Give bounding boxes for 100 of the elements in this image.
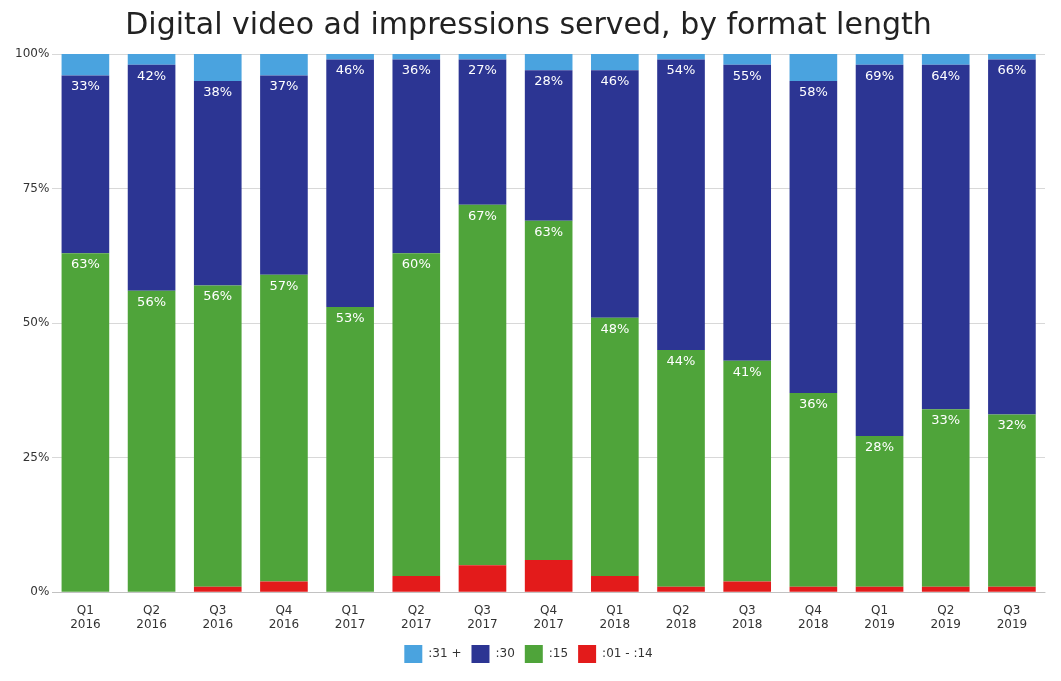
x-tick-label: Q2 2018: [665, 602, 697, 631]
bar: [789, 54, 838, 81]
data-label: 64%: [931, 67, 961, 83]
x-tick-label: Q4 2017: [533, 602, 564, 631]
data-label: 33%: [931, 412, 961, 428]
bar: [392, 576, 441, 592]
bar: [458, 565, 507, 592]
data-label: 48%: [600, 320, 630, 336]
x-tick-label: Q2 2019: [930, 602, 961, 631]
bar: [524, 70, 573, 221]
bar: [988, 586, 1036, 592]
bar: [127, 64, 176, 291]
bar: [591, 54, 639, 71]
bar: [458, 54, 507, 60]
data-label: 56%: [137, 293, 167, 309]
y-tick-label: 25%: [22, 449, 50, 464]
bar: [855, 54, 904, 65]
x-tick-label: Q3 2019: [996, 602, 1028, 631]
bar: [193, 285, 242, 587]
data-label: 55%: [732, 67, 762, 83]
x-tick-label: Q3 2017: [467, 602, 498, 631]
y-tick-label: 100%: [14, 46, 50, 61]
chart-title: Digital video ad impressions served, by format length: [125, 5, 932, 41]
bar: [260, 75, 308, 275]
bar: [193, 80, 242, 286]
data-label: 66%: [997, 62, 1027, 78]
bar: [392, 59, 441, 254]
bar: [524, 559, 573, 592]
bar: [789, 586, 838, 592]
legend-label: :30: [495, 646, 515, 661]
data-label: 38%: [203, 83, 233, 99]
y-tick-label: 75%: [22, 180, 50, 195]
bar: [988, 59, 1036, 415]
x-tick-label: Q4 2018: [798, 602, 829, 631]
bar: [260, 54, 308, 76]
data-label: 46%: [335, 62, 365, 78]
bar: [127, 290, 176, 592]
bar: [921, 64, 970, 410]
bar: [789, 80, 838, 394]
bar: [988, 414, 1036, 587]
bar: [988, 54, 1036, 60]
data-label: 63%: [534, 223, 564, 239]
bar: [591, 317, 639, 577]
bar: [591, 576, 639, 592]
legend-label: :31 +: [428, 646, 462, 661]
x-tick-label: Q2 2016: [136, 602, 167, 631]
bar: [723, 581, 772, 592]
bar: [524, 54, 573, 71]
bar: [921, 409, 970, 587]
bar: [326, 59, 374, 307]
data-label: 37%: [269, 78, 299, 94]
x-tick-label: Q4 2016: [268, 602, 300, 631]
bar: [458, 59, 507, 205]
y-tick-label: 0%: [30, 584, 50, 599]
bar: [789, 393, 838, 587]
bar: [591, 70, 639, 318]
data-label: 60%: [401, 256, 431, 272]
data-label: 57%: [269, 277, 299, 293]
bar: [855, 436, 904, 587]
bar: [193, 54, 242, 81]
data-label: 36%: [401, 62, 431, 78]
legend-label: :01 - :14: [602, 646, 653, 661]
bar: [260, 274, 308, 582]
bar: [326, 54, 374, 60]
bar: [458, 204, 507, 566]
x-tick-label: Q2 2017: [401, 602, 432, 631]
x-tick-label: Q1 2017: [334, 602, 366, 631]
data-label: 54%: [666, 62, 696, 78]
bar: [127, 54, 176, 65]
bar: [657, 59, 705, 351]
data-label: 41%: [732, 363, 762, 379]
bar: [392, 54, 441, 60]
bar: [61, 253, 110, 592]
data-label: 44%: [666, 352, 696, 368]
data-label: 69%: [865, 67, 894, 83]
data-label: 28%: [865, 439, 894, 454]
bar: [855, 586, 904, 592]
bar: [723, 360, 772, 582]
data-label: 33%: [70, 78, 100, 94]
data-label: 56%: [203, 288, 233, 304]
bar: [921, 586, 970, 592]
data-label: 67%: [468, 207, 497, 223]
bar: [61, 54, 110, 76]
data-label: 32%: [997, 417, 1027, 433]
bar: [61, 75, 110, 254]
bar: [326, 306, 374, 592]
bar: [855, 64, 904, 437]
data-label: 36%: [798, 395, 828, 411]
data-label: 27%: [468, 62, 497, 78]
bar: [657, 54, 705, 60]
bar: [723, 54, 772, 65]
data-label: 42%: [137, 67, 167, 83]
legend-label: :15: [548, 646, 569, 661]
bar: [657, 586, 705, 592]
bar: [193, 586, 242, 592]
bar: [657, 350, 705, 587]
data-label: 58%: [798, 83, 828, 99]
x-tick-label: Q1 2018: [599, 602, 631, 631]
bar: [392, 253, 441, 577]
data-label: 46%: [600, 73, 630, 89]
